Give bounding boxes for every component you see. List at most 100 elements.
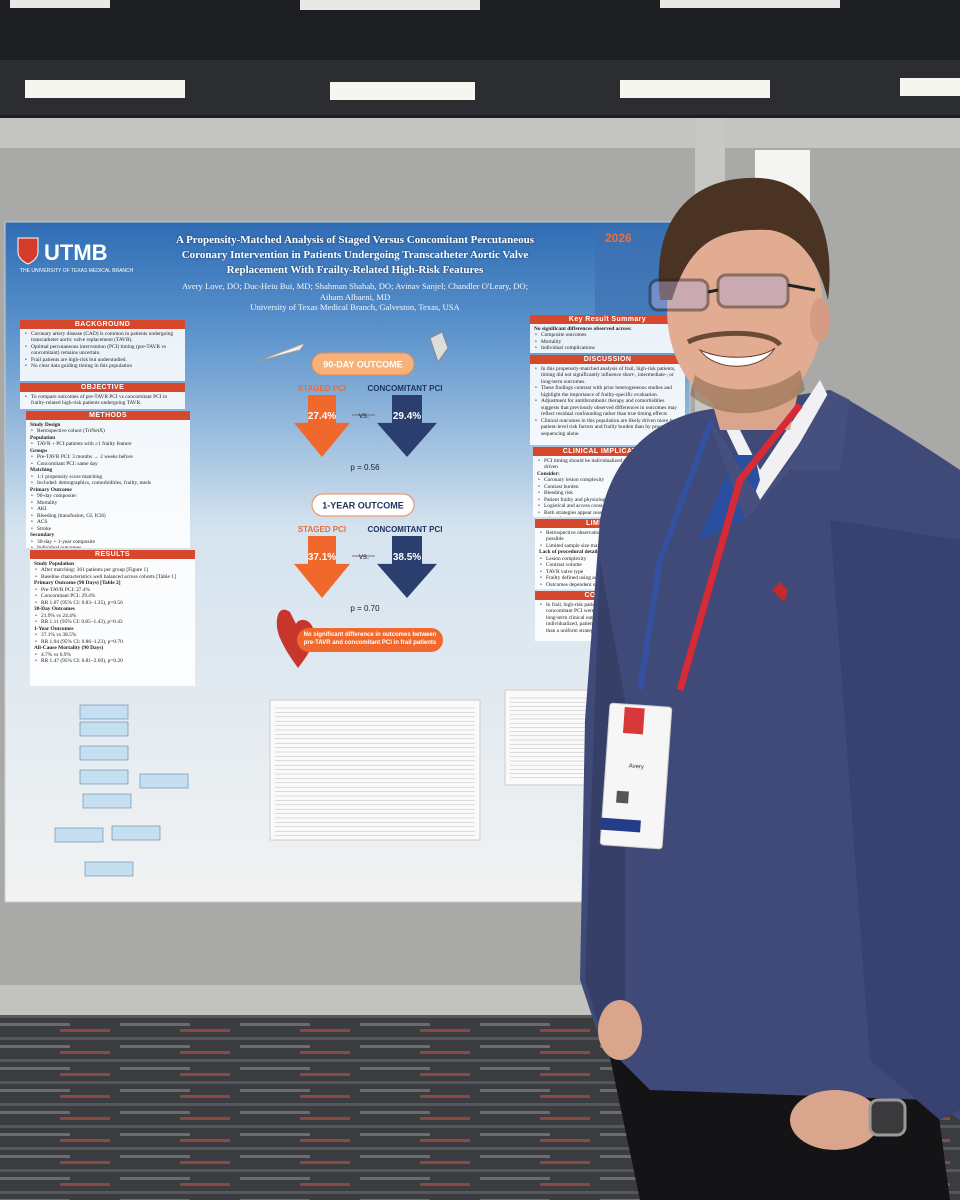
p-value: p = 0.70	[350, 604, 380, 613]
concomitant-value: 38.5%	[393, 552, 421, 563]
bullet: AKI	[30, 506, 186, 513]
takeaway-pill	[297, 628, 443, 652]
staged-arrow	[294, 536, 350, 598]
bullet: Pre-TAVR PCI: 27.4%	[34, 587, 191, 594]
ceiling-light	[620, 80, 770, 98]
hair	[658, 177, 830, 300]
glasses-lens	[716, 273, 790, 309]
catheter	[254, 341, 307, 363]
bullet: Clinical outcomes in this population are…	[534, 418, 681, 437]
bullet: Coronary artery disease (CAD) is common …	[24, 331, 181, 344]
outcome-heading: 1-YEAR OUTCOME	[322, 501, 404, 511]
bullet: Contrast volume	[539, 562, 681, 569]
flow-box	[79, 704, 129, 720]
bullet: RR 1.04 (95% CI: 0.86–1.23), p=0.70	[34, 639, 191, 646]
poster-section: BACKGROUND Coronary artery disease (CAD) …	[20, 320, 185, 381]
concomitant-value: 29.4%	[393, 411, 421, 422]
section-body: In this propensity-matched analysis of f…	[530, 364, 685, 439]
takeaway: No significant difference in outcomes be…	[303, 632, 437, 646]
bullet: Adjustment for antithrombotic therapy an…	[534, 398, 681, 417]
bullet: RR 1.47 (95% CI: 0.81–2.69), p=0.20	[34, 658, 191, 665]
glasses-arm	[787, 283, 816, 292]
bullet: Baseline characteristics well balanced a…	[34, 574, 191, 581]
section-heading: RESULTS	[30, 550, 195, 559]
bullet: 37.1% vs 38.5%	[34, 632, 191, 639]
concomitant-label: CONCOMITANT PCI	[368, 384, 443, 393]
poster-title: A Propensity-Matched Analysis of Staged …	[175, 234, 535, 246]
table-block	[269, 699, 481, 841]
bullet: PCI timing should be individualized rath…	[537, 458, 681, 471]
bullet: Concomitant PCI: same day	[30, 461, 186, 468]
ceiling-light	[660, 0, 840, 8]
p-value: p = 0.56	[350, 463, 380, 472]
flow-box	[79, 745, 129, 761]
affiliation: University of Texas Medical Branch, Galv…	[250, 302, 460, 312]
bullet: Included: demographics, comorbidities, f…	[30, 480, 186, 487]
section-body: To compare outcomes of pre-TAVR PCI vs c…	[20, 392, 185, 409]
smile	[698, 347, 776, 367]
bullet: 1:1 propensity score matching	[30, 474, 186, 481]
bullet: These findings contrast with prior heter…	[534, 385, 681, 398]
bullet: Frailty defined using administrative cod…	[539, 575, 681, 582]
bullet: No clear data guiding timing in this pop…	[24, 363, 181, 370]
poster-section: Key Result Summary No significant differe…	[530, 315, 685, 353]
ceiling-light	[330, 82, 475, 100]
ceiling-light	[900, 78, 960, 96]
bullet: RR 1.11 (95% CI: 0.85–1.43), p=0.43	[34, 619, 191, 626]
flow-box	[79, 769, 129, 785]
shirt-collar	[712, 380, 830, 500]
bullet: Mortality	[30, 500, 186, 507]
section-body: Coronary artery disease (CAD) is common …	[20, 329, 185, 372]
board-frame	[725, 118, 960, 148]
mustache	[686, 330, 783, 347]
group-label: Matching	[30, 467, 53, 474]
logo: UTMB	[44, 240, 108, 265]
poster-title: Coronary Intervention in Patients Underg…	[181, 249, 529, 261]
bullet: Optimal percutaneous intervention (PCI) …	[24, 344, 181, 357]
name-badge	[599, 702, 673, 850]
badge-qr	[616, 790, 629, 804]
hand	[598, 1000, 642, 1060]
lanyard	[637, 418, 715, 691]
vs: vs.	[359, 411, 369, 420]
ceiling-light	[300, 0, 480, 10]
section-heading: METHODS	[26, 411, 190, 420]
group-label: Primary Outcome	[30, 486, 72, 493]
flow-box	[111, 825, 161, 841]
group-label: 1-Year Outcomes	[34, 625, 74, 632]
bullet: Contrast burden	[537, 484, 681, 491]
group-label: Primary Outcome (90 Days) [Table 2]	[34, 580, 121, 587]
bullet: TAVR + PCI patients with ≥1 frailty feat…	[30, 441, 186, 448]
outcome-pill	[311, 352, 415, 376]
section-heading: OBJECTIVE	[20, 383, 185, 392]
bullet: Composite outcomes	[534, 332, 681, 339]
glasses-lens	[648, 278, 710, 312]
poster-section: OBJECTIVE To compare outcomes of pre-TAVR…	[20, 383, 185, 409]
bullet: Outcomes dependent on coding accuracy	[539, 582, 681, 589]
group-label: All-Cause Mortality (90 Days)	[34, 645, 104, 652]
bullet: Pre-TAVR PCI: 3 months → 2 weeks before	[30, 454, 186, 461]
ceiling-light	[25, 80, 185, 98]
heart-icon	[276, 609, 314, 668]
bullet: Stroke	[30, 526, 186, 533]
group-label: 30-Day Outcomes	[34, 606, 75, 613]
bullet: Mortality	[534, 339, 681, 346]
ceiling-light	[10, 0, 110, 8]
authors: Avery Love, DO; Duc-Heiu Bui, MD; Shahma…	[181, 281, 529, 291]
poster-section: DISCUSSION In this propensity-matched ana…	[530, 355, 685, 445]
concomitant-arrow	[377, 536, 437, 598]
logo-shield	[17, 237, 39, 265]
bullet: Frail patients are high-risk but underst…	[24, 357, 181, 364]
bullet: After matching: 361 patients per group […	[34, 567, 191, 574]
bullet: Bleeding (transfusion, GI, ICH)	[30, 513, 186, 520]
vs: vs.	[359, 552, 369, 561]
bullet: Bleeding risk	[537, 490, 681, 497]
staged-value: 37.1%	[308, 552, 336, 563]
authors: Aiham Albaeni, MD	[319, 291, 391, 302]
group-label: No significant differences observed acro…	[534, 326, 632, 332]
concomitant-arrow	[377, 395, 437, 457]
watch	[868, 1098, 907, 1137]
flow-box	[82, 793, 132, 809]
bullet: Individual outcomes	[30, 545, 186, 548]
